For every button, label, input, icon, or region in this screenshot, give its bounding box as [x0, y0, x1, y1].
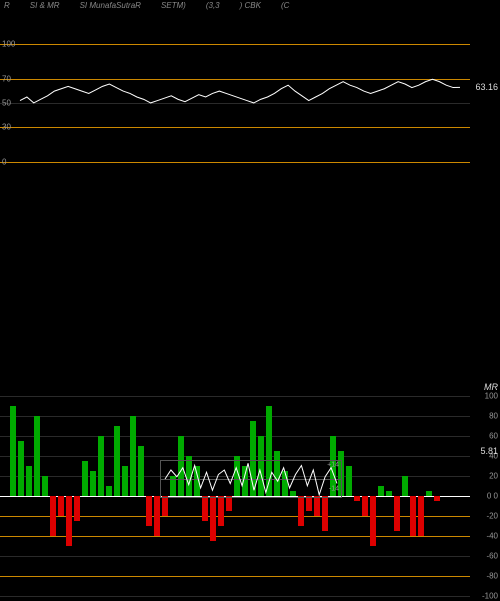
mr-bar	[434, 496, 440, 501]
mr-bar	[50, 496, 56, 536]
mini-axis-label: -14	[329, 486, 339, 493]
mini-axis-label: +14	[327, 462, 339, 469]
axis-label: 80	[489, 412, 498, 421]
header-item: ) CBK	[240, 1, 261, 15]
mr-bar	[114, 426, 120, 496]
mr-bar	[154, 496, 160, 536]
mr-bar	[314, 496, 320, 516]
gridline	[0, 396, 470, 397]
mr-bar	[90, 471, 96, 496]
mr-bar	[66, 496, 72, 546]
rsi-panel: 100705030063.16	[0, 32, 500, 162]
mr-bar	[418, 496, 424, 536]
gridline	[0, 162, 470, 163]
header-item: SI MunafaSutraR	[80, 1, 141, 15]
mr-bar	[10, 406, 16, 496]
axis-label: -20	[486, 512, 498, 521]
mr-bar	[210, 496, 216, 541]
mr-bar	[218, 496, 224, 526]
mr-bar	[362, 496, 368, 516]
axis-label: 0 0	[487, 492, 498, 501]
mr-bar	[378, 486, 384, 496]
mr-bar	[306, 496, 312, 511]
mr-bar	[42, 476, 48, 496]
mr-bar	[98, 436, 104, 496]
mr-bar	[146, 496, 152, 526]
mr-bar	[58, 496, 64, 516]
rsi-current-value: 63.16	[475, 82, 498, 92]
mr-bar	[410, 496, 416, 536]
mr-bar	[138, 446, 144, 496]
mr-bar	[106, 486, 112, 496]
header-item: R	[4, 1, 10, 15]
axis-label: 20	[489, 472, 498, 481]
axis-label: 60	[489, 432, 498, 441]
mr-bar	[18, 441, 24, 496]
header-item: (3,3	[206, 1, 220, 15]
axis-label: -60	[486, 552, 498, 561]
mini-line-chart	[161, 461, 341, 497]
header-item: (C	[281, 1, 289, 15]
mr-bar	[82, 461, 88, 496]
header: R SI & MR SI MunafaSutraR SETM) (3,3 ) C…	[0, 0, 500, 16]
mr-current-value: 5.81	[480, 446, 498, 456]
mr-bar	[322, 496, 328, 531]
gridline	[0, 416, 470, 417]
mini-oscillator-panel: +14 -14	[160, 460, 342, 498]
gridline	[0, 596, 470, 597]
mr-bar	[34, 416, 40, 496]
mr-bar	[354, 496, 360, 501]
axis-label: -80	[486, 572, 498, 581]
mr-bar	[130, 416, 136, 496]
rsi-line-chart	[0, 32, 470, 162]
mr-title: MR	[484, 382, 498, 392]
mr-bar	[298, 496, 304, 526]
gridline	[0, 556, 470, 557]
axis-label: -40	[486, 532, 498, 541]
mr-bar	[26, 466, 32, 496]
mr-bar	[402, 476, 408, 496]
axis-label: -100	[482, 592, 498, 601]
mr-bar	[370, 496, 376, 546]
mr-bar	[386, 491, 392, 496]
gridline	[0, 436, 470, 437]
mr-bar	[226, 496, 232, 511]
mr-bar	[426, 491, 432, 496]
mr-bar	[162, 496, 168, 516]
mr-bar	[394, 496, 400, 531]
header-item: SETM)	[161, 1, 186, 15]
mr-bar	[346, 466, 352, 496]
axis-label: 100	[485, 392, 498, 401]
mr-bar	[122, 466, 128, 496]
gridline	[0, 576, 470, 577]
header-item: SI & MR	[30, 1, 60, 15]
